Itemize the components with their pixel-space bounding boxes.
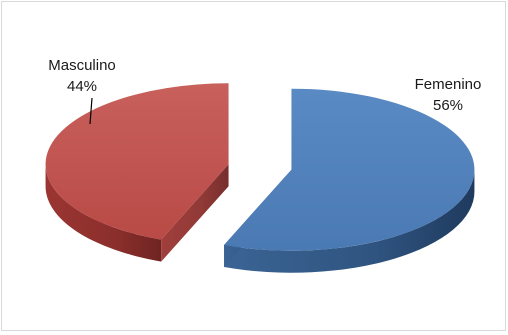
pie-slice-masculino (45, 83, 229, 262)
slice-label-masculino: Masculino (48, 57, 116, 74)
chart-frame: Femenino 56% Masculino 44% (1, 1, 506, 331)
slice-label-femenino: Femenino (415, 76, 482, 93)
pie-slice-femenino (224, 88, 475, 273)
leader-line-masculino (89, 97, 93, 125)
slice-value-femenino: 56% (433, 97, 463, 114)
slice-value-masculino: 44% (67, 78, 97, 95)
